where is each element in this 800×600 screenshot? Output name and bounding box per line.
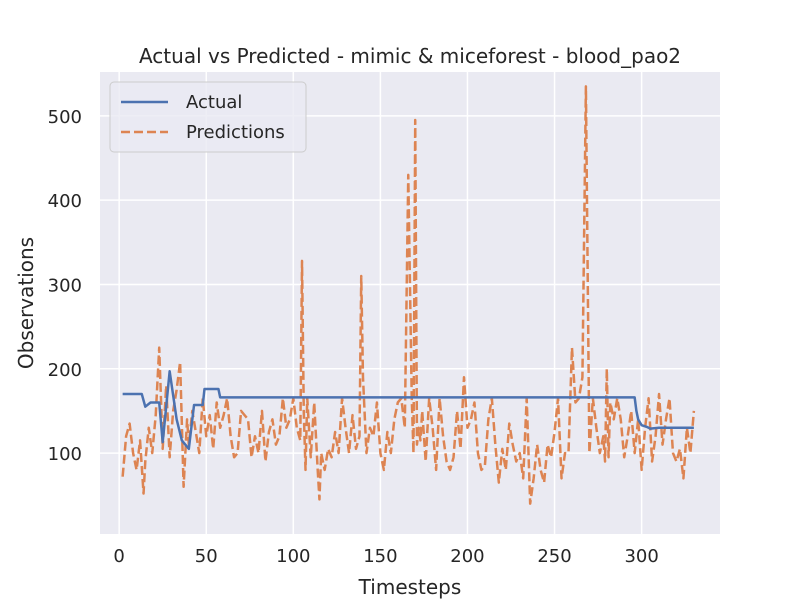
legend-label-actual: Actual	[186, 92, 242, 113]
legend: Actual Predictions	[109, 81, 307, 153]
y-tick-label: 200	[48, 360, 82, 381]
x-tick-label: 250	[537, 546, 571, 567]
legend-label-predictions: Predictions	[186, 122, 285, 143]
x-tick-label: 300	[624, 546, 658, 567]
y-tick-label: 500	[48, 107, 82, 128]
x-tick-label: 50	[195, 546, 218, 567]
y-axis-title: Observations	[14, 237, 38, 369]
legend-box	[109, 81, 307, 153]
y-tick-label: 100	[48, 444, 82, 465]
y-tick-label: 300	[48, 275, 82, 296]
series-line-actual	[122, 370, 694, 451]
y-tick-label: 400	[48, 191, 82, 212]
x-tick-label: 100	[276, 546, 310, 567]
series-layer	[121, 85, 696, 505]
y-tick-labels: 100 200 300 400 500	[48, 107, 82, 465]
series-line-predictions	[121, 85, 696, 505]
x-tick-label: 150	[363, 546, 397, 567]
x-axis-title: Timesteps	[358, 575, 462, 599]
x-tick-label: 200	[450, 546, 484, 567]
chart-title: Actual vs Predicted - mimic & miceforest…	[139, 44, 681, 68]
x-tick-label: 0	[113, 546, 124, 567]
x-tick-labels: 0 50 100 150 200 250 300	[113, 546, 658, 567]
